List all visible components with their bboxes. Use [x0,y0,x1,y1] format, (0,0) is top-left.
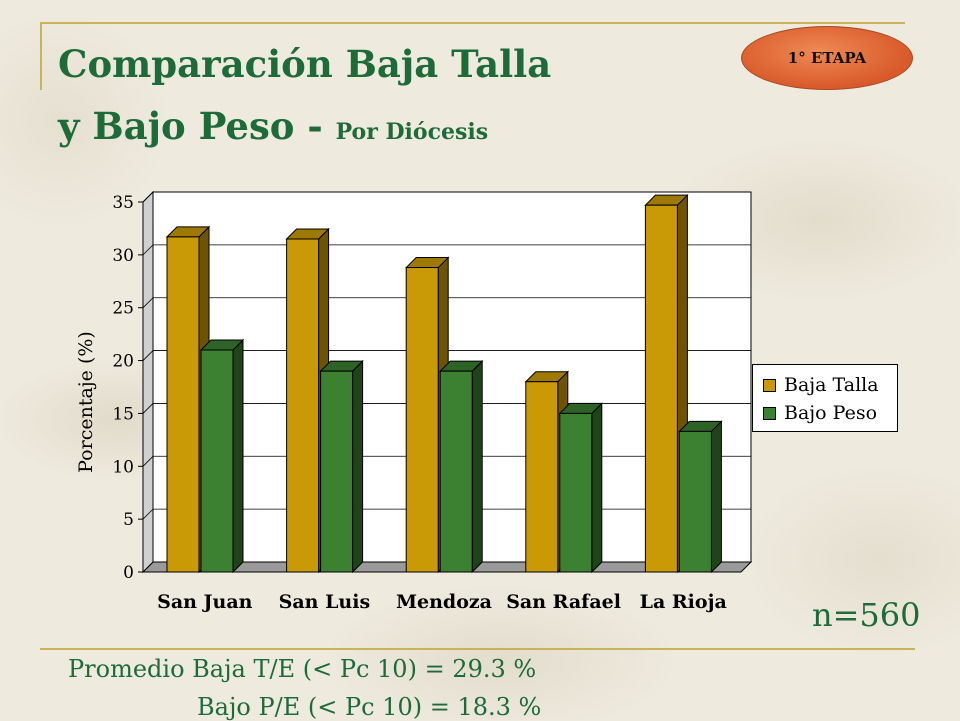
legend-swatch-bajo-peso [763,406,776,420]
average-baja-talla: Promedio Baja T/E (< Pc 10) = 29.3 % [68,655,537,683]
average-bajo-peso: Bajo P/E (< Pc 10) = 18.3 % [197,693,542,721]
bar-side [232,338,244,574]
bar [678,430,712,573]
title-line-2-main: y Bajo Peso - [58,104,336,148]
gridline [142,350,751,361]
chart-legend: Baja Talla Bajo Peso [752,364,898,432]
legend-item-baja-talla: Baja Talla [763,371,897,399]
y-tick-label: 10 [112,457,134,477]
x-tick-label: San Luis [279,591,371,613]
y-tick-label: 0 [123,563,134,583]
bar [525,381,559,573]
bar [405,267,439,573]
legend-label-bajo-peso: Bajo Peso [784,402,878,424]
x-tick-label: La Rioja [640,591,727,613]
y-tick-label: 15 [112,404,134,424]
legend-item-bajo-peso: Bajo Peso [763,399,897,427]
gridline [142,297,751,308]
x-tick-label: Mendoza [396,591,492,613]
top-rule [40,22,905,24]
y-axis-label: Porcentaje (%) [75,331,97,473]
x-tick-label: San Juan [157,591,253,613]
title-line-1: Comparación Baja Talla [58,42,552,86]
bar-side [591,402,603,574]
y-tick-label: 5 [123,510,134,530]
y-tick-label: 30 [112,246,134,266]
sample-size: n=560 [812,596,921,634]
bar [644,204,678,573]
legend-label-baja-talla: Baja Talla [784,374,879,396]
left-rule [40,22,42,90]
legend-swatch-baja-talla [763,378,776,392]
bottom-rule [40,648,915,650]
plot-side-wall [142,190,154,574]
y-tick-label: 20 [112,352,134,372]
gridline [142,191,751,203]
stage-badge: 1° ETAPA [741,26,913,90]
title-line-2: y Bajo Peso - Por Diócesis [58,104,488,148]
y-tick-label: 35 [112,193,134,213]
gridline [142,244,751,256]
bar [320,370,354,573]
title-line-2-small: Por Diócesis [335,119,489,145]
bar [200,349,234,573]
bar [559,412,593,573]
y-tick-label: 25 [112,299,134,319]
x-tick-label: San Rafael [506,591,621,613]
bar-side [710,420,722,574]
bar-side [352,359,364,574]
bar-side [471,359,483,574]
bar [166,236,200,573]
bar [286,238,320,573]
bar [439,370,473,573]
